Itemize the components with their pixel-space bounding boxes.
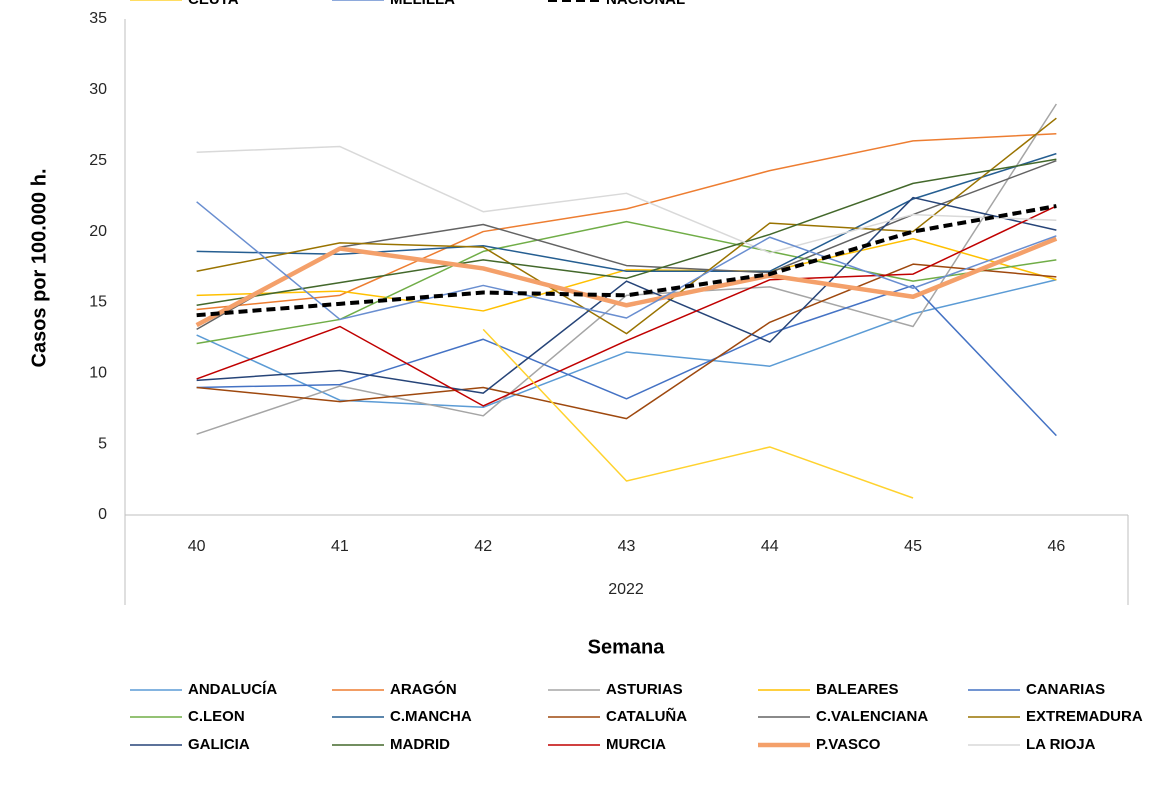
legend-label: C.LEON [188, 708, 245, 725]
series-line [196, 279, 1057, 409]
legend-label: MELILLA [390, 0, 455, 8]
series-line [196, 284, 1057, 437]
series-line [482, 328, 914, 499]
legend-label: EXTREMADURA [1026, 708, 1143, 725]
series-line [196, 158, 1057, 307]
series-line [196, 133, 1057, 311]
x-axis-label: Semana [588, 636, 666, 658]
series-line [196, 152, 1057, 273]
y-tick-label: 35 [89, 10, 107, 27]
legend-label: NACIONAL [606, 0, 685, 8]
x-tick-label: 43 [618, 538, 636, 555]
legend-label: C.MANCHA [390, 708, 472, 725]
legend-label: ASTURIAS [606, 681, 683, 698]
series-line [196, 263, 1057, 420]
series-line [195, 236, 1058, 328]
legend-label: ARAGÓN [390, 680, 457, 698]
legend-label: C.VALENCIANA [816, 708, 928, 725]
legend-label: P.VASCO [816, 736, 881, 753]
y-tick-label: 20 [89, 223, 107, 240]
legend-label: BALEARES [816, 681, 899, 698]
series-line [196, 237, 1057, 312]
y-tick-label: 0 [98, 506, 107, 523]
series-line [196, 145, 1057, 254]
legend-label: ANDALUCÍA [188, 681, 277, 698]
legend-label: GALICIA [188, 736, 250, 753]
legend-label: CEUTA [188, 0, 239, 8]
y-tick-label: 25 [89, 152, 107, 169]
y-axis-label: Casos por 100.000 h. [28, 169, 50, 368]
series-line [196, 205, 1057, 407]
x-tick-label: 42 [474, 538, 492, 555]
y-tick-label: 5 [98, 435, 107, 452]
series-line [196, 117, 1057, 335]
legend-label: CANARIAS [1026, 681, 1105, 698]
x-tick-label: 44 [761, 538, 779, 555]
legend-label: MADRID [390, 736, 450, 753]
series-line [196, 103, 1057, 435]
legend-label: LA RIOJA [1026, 736, 1096, 753]
x-group-label: 2022 [608, 581, 644, 598]
y-tick-label: 10 [89, 365, 107, 382]
x-tick-label: 41 [331, 538, 349, 555]
legend-label: MURCIA [606, 736, 666, 753]
y-tick-label: 30 [89, 81, 107, 98]
x-tick-label: 45 [904, 538, 922, 555]
legend-label: CATALUÑA [606, 707, 687, 725]
x-tick-label: 40 [188, 538, 206, 555]
series-line [196, 196, 1057, 394]
series-line [196, 201, 1057, 321]
y-tick-label: 15 [89, 294, 107, 311]
x-tick-label: 46 [1047, 538, 1065, 555]
series-line [196, 204, 1057, 318]
